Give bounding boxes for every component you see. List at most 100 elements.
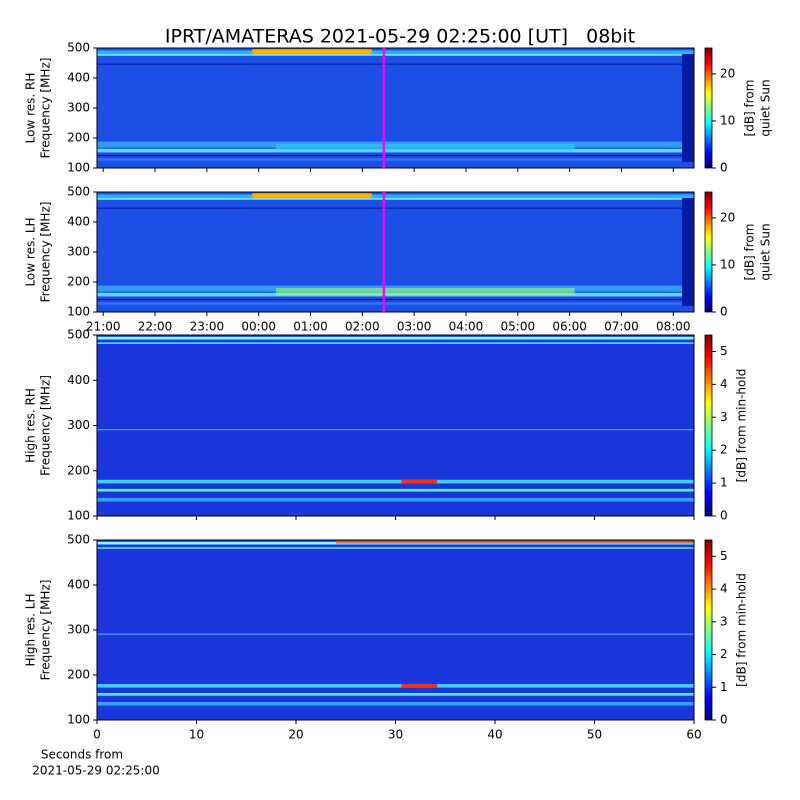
y-tick-label: 500 <box>67 185 90 199</box>
y-axis-label: Low res. LH <box>24 217 38 286</box>
x-tick-label: 08:00 <box>656 320 691 334</box>
y-tick-label: 300 <box>67 623 90 637</box>
colorbar-label: quiet Sun <box>759 223 773 280</box>
y-axis-label: Frequency [MHz] <box>39 58 53 159</box>
spectrogram-band <box>97 154 694 157</box>
y-tick-label: 400 <box>67 215 90 229</box>
y-tick-label: 100 <box>67 161 90 175</box>
y-tick-label: 300 <box>67 418 90 432</box>
x-tick-label: 04:00 <box>449 320 484 334</box>
y-tick-label: 200 <box>67 463 90 477</box>
colorbar-tick-label: 1 <box>720 680 728 694</box>
x-tick-label: 0 <box>93 728 101 742</box>
spectrogram-band <box>97 702 694 706</box>
colorbar-label: [dB] from min-hold <box>735 573 749 687</box>
colorbar-label: [dB] from <box>743 80 757 137</box>
y-axis-label: High res. LH <box>24 593 38 666</box>
spectrogram-band <box>97 684 694 688</box>
colorbar-tick-label: 2 <box>720 647 728 661</box>
spectrogram-band <box>97 194 694 198</box>
spectrogram-band <box>97 198 694 200</box>
colorbar-label: quiet Sun <box>759 79 773 136</box>
x-tick-label: 21:00 <box>86 320 121 334</box>
spectrogram-band <box>682 54 694 162</box>
spectrogram-band <box>97 336 694 340</box>
spectrogram-band <box>335 540 694 544</box>
y-axis-label: Low res. RH <box>24 73 38 144</box>
x-tick-label: 60 <box>686 728 701 742</box>
spectrogram-band <box>97 158 694 161</box>
spectrogram-band <box>97 633 694 635</box>
y-tick-label: 400 <box>67 578 90 592</box>
y-tick-label: 400 <box>67 373 90 387</box>
y-tick-label: 100 <box>67 509 90 523</box>
y-axis-label: Frequency [MHz] <box>39 580 53 681</box>
chart-title: IPRT/AMATERAS 2021-05-29 02:25:00 [UT] 0… <box>165 26 635 48</box>
colorbar-tick-label: 4 <box>720 377 728 391</box>
spectrogram-band <box>97 488 694 492</box>
y-tick-label: 100 <box>67 713 90 727</box>
y-tick-label: 300 <box>67 101 90 115</box>
x-tick-label: 10 <box>189 728 204 742</box>
x-tick-label: 23:00 <box>190 320 225 334</box>
x-tick-label: 01:00 <box>293 320 328 334</box>
colorbar-tick-label: 0 <box>720 713 728 727</box>
x-tick-label: 02:00 <box>345 320 380 334</box>
spectrogram-band <box>252 193 372 198</box>
spectrogram-band <box>97 693 694 696</box>
spectrogram-band <box>97 479 694 484</box>
spectrogram-band <box>97 63 694 65</box>
colorbar-tick-label: 5 <box>720 549 728 563</box>
x-axis-label: 2021-05-29 02:25:00 <box>32 764 159 778</box>
spectrogram <box>97 335 694 516</box>
spectrogram-band <box>252 49 372 54</box>
x-tick-label: 40 <box>487 728 502 742</box>
spectrogram-band <box>97 342 694 345</box>
x-tick-label: 05:00 <box>501 320 536 334</box>
spectrogram-band <box>97 497 694 502</box>
y-tick-label: 500 <box>67 328 90 342</box>
spectrogram-band <box>97 207 694 209</box>
colorbar-tick-label: 20 <box>720 66 735 80</box>
spectrogram-band <box>682 198 694 306</box>
x-tick-label: 20 <box>288 728 303 742</box>
y-axis-label: High res. RH <box>24 388 38 463</box>
x-tick-label: 30 <box>388 728 403 742</box>
colorbar-tick-label: 4 <box>720 582 728 596</box>
y-tick-label: 400 <box>67 71 90 85</box>
spectrogram-band <box>97 429 694 431</box>
x-tick-label: 07:00 <box>604 320 639 334</box>
y-tick-label: 200 <box>67 131 90 145</box>
colorbar-tick-label: 3 <box>720 614 728 628</box>
spectrogram-band <box>97 298 694 301</box>
spectrogram-band <box>97 302 694 305</box>
y-tick-label: 500 <box>67 41 90 55</box>
y-tick-label: 100 <box>67 305 90 319</box>
colorbar-tick-label: 10 <box>720 113 735 127</box>
spectrogram-band <box>276 288 575 296</box>
colorbar-tick-label: 0 <box>720 161 728 175</box>
colorbar-tick-label: 1 <box>720 476 728 490</box>
x-tick-label: 00:00 <box>241 320 276 334</box>
colorbar <box>704 47 713 169</box>
y-tick-label: 200 <box>67 668 90 682</box>
x-tick-label: 03:00 <box>397 320 432 334</box>
colorbar <box>704 334 713 517</box>
colorbar-tick-label: 3 <box>720 410 728 424</box>
y-axis-label: Frequency [MHz] <box>39 202 53 303</box>
spectrogram-band <box>97 50 694 54</box>
colorbar-tick-label: 0 <box>720 509 728 523</box>
spectrogram <box>97 540 694 720</box>
spectrogram-band <box>276 144 575 152</box>
colorbar-tick-label: 0 <box>720 305 728 319</box>
colorbar-label: [dB] from min-hold <box>735 369 749 483</box>
colorbar-tick-label: 20 <box>720 210 735 224</box>
x-tick-label: 50 <box>587 728 602 742</box>
spectrogram-band <box>401 684 438 688</box>
y-tick-label: 500 <box>67 533 90 547</box>
y-tick-label: 300 <box>67 245 90 259</box>
spectrogram-band <box>97 547 694 549</box>
colorbar-tick-label: 5 <box>720 344 728 358</box>
y-axis-label: Frequency [MHz] <box>39 375 53 476</box>
